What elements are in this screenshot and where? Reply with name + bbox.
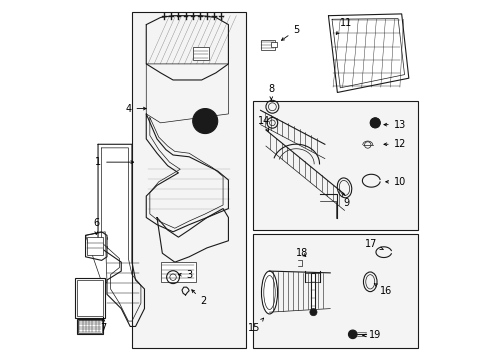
Circle shape (192, 109, 217, 134)
Text: 4: 4 (125, 104, 146, 113)
Ellipse shape (261, 271, 277, 314)
Bar (253, 102, 417, 230)
Bar (310, 273, 314, 309)
Bar (253, 234, 417, 348)
Circle shape (309, 309, 316, 316)
Circle shape (197, 113, 213, 129)
Bar (75, 278, 105, 318)
Text: 6: 6 (93, 218, 99, 234)
Bar (192, 47, 208, 60)
Text: 8: 8 (268, 84, 274, 100)
Text: 13: 13 (383, 120, 405, 130)
Text: 12: 12 (383, 139, 405, 149)
Text: 1: 1 (95, 157, 133, 167)
Circle shape (350, 332, 354, 337)
Bar (77, 319, 103, 334)
Text: 2: 2 (191, 290, 206, 306)
Text: 17: 17 (365, 239, 382, 249)
Text: 18: 18 (295, 248, 307, 258)
Bar (160, 262, 196, 282)
Text: 15: 15 (248, 318, 263, 333)
Bar (260, 40, 274, 50)
Bar (271, 42, 276, 48)
Circle shape (369, 118, 380, 128)
Bar (77, 280, 103, 316)
Bar (87, 237, 103, 255)
Circle shape (348, 330, 356, 339)
Bar (78, 320, 102, 333)
Text: 5: 5 (281, 25, 299, 40)
Text: 11: 11 (336, 18, 352, 34)
Bar (132, 12, 246, 348)
Text: 3: 3 (178, 270, 192, 280)
Text: 9: 9 (342, 193, 348, 208)
Text: 10: 10 (385, 177, 405, 187)
Text: 14: 14 (258, 116, 270, 131)
Text: 7: 7 (100, 318, 106, 333)
Ellipse shape (263, 275, 275, 310)
Text: 19: 19 (362, 330, 380, 341)
Text: 16: 16 (373, 284, 391, 296)
